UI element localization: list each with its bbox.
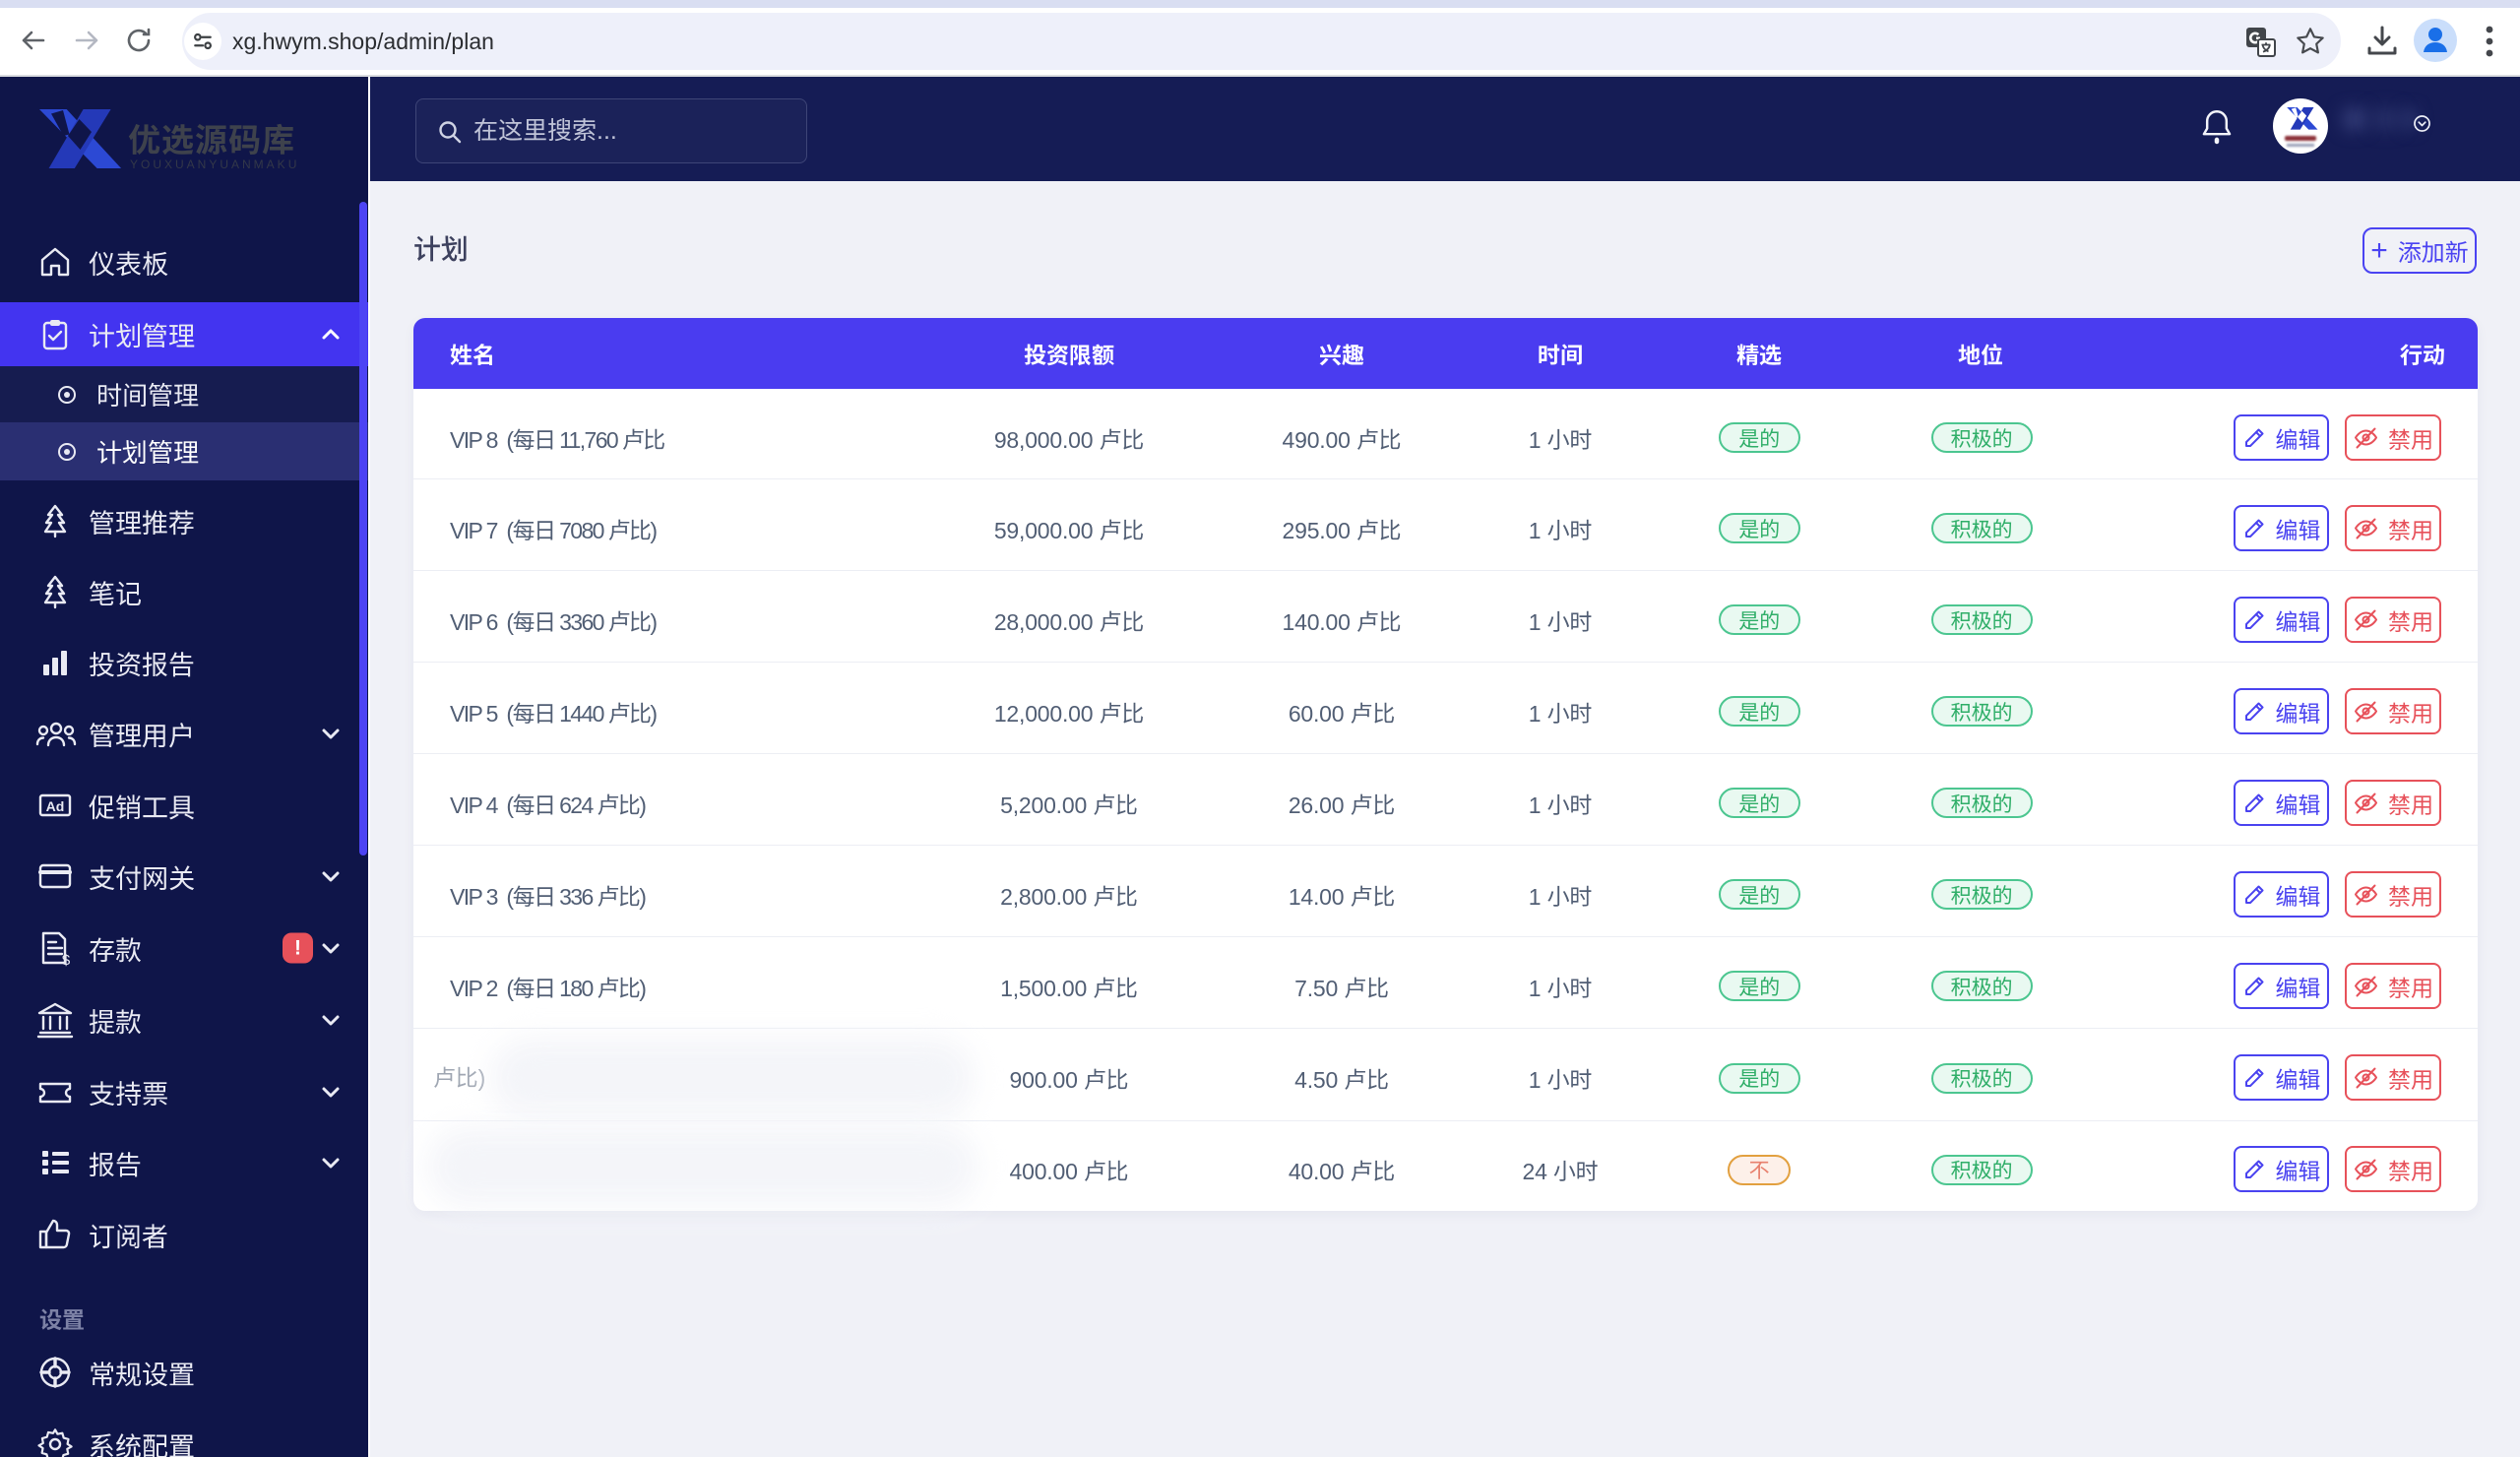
svg-text:$: $: [62, 952, 71, 968]
svg-text:Ad: Ad: [46, 798, 65, 814]
